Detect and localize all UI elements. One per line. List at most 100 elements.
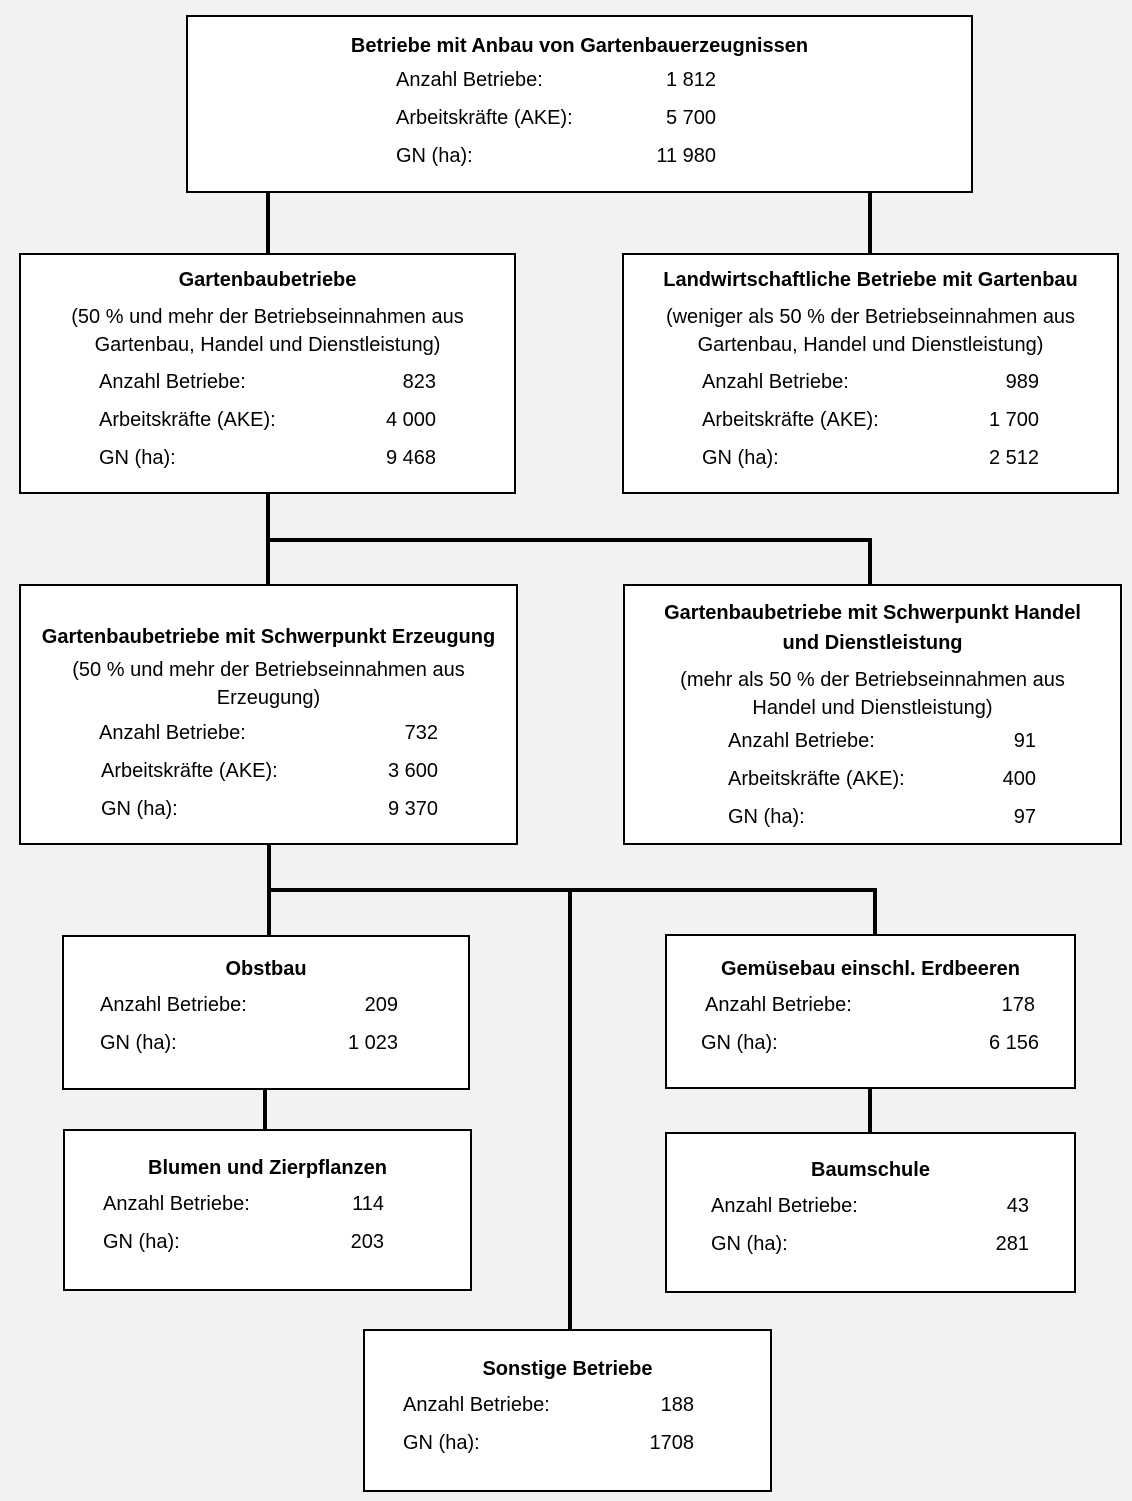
- box-description: (50 % und mehr der Betriebseinnahmen aus: [71, 306, 464, 328]
- row-label: Arbeitskräfte (AKE):: [702, 409, 879, 431]
- row-label: Anzahl Betriebe:: [99, 722, 246, 744]
- row-value: 3 600: [387, 760, 438, 782]
- box-title: Obstbau: [225, 958, 307, 980]
- box-gartenbaubetriebe: Gartenbaubetriebe (50 % und mehr der Bet…: [19, 253, 516, 494]
- row-label: GN (ha):: [99, 447, 176, 469]
- row-gn-ha: GN (ha): 1 023: [64, 1024, 468, 1062]
- row-gn-ha: GN (ha): 2 512: [624, 439, 1117, 477]
- row-gn-ha: GN (ha): 1708: [365, 1424, 770, 1462]
- row-label: Anzahl Betriebe:: [705, 994, 852, 1016]
- row-label: GN (ha):: [701, 1032, 778, 1054]
- row-label: Anzahl Betriebe:: [403, 1394, 550, 1416]
- row-anzahl-betriebe: Anzahl Betriebe: 823: [21, 363, 514, 401]
- row-arbeitskraefte: Arbeitskräfte (AKE): 400: [625, 760, 1120, 798]
- box-description: (mehr als 50 % der Betriebseinnahmen aus: [680, 669, 1065, 691]
- row-value: 11 980: [656, 145, 716, 167]
- row-value: 1 700: [988, 409, 1039, 431]
- row-arbeitskraefte: Arbeitskräfte (AKE): 5 700: [188, 99, 971, 137]
- connector-line: [263, 1089, 267, 1130]
- row-label: GN (ha):: [396, 145, 473, 167]
- connector-line: [568, 888, 572, 1330]
- connector-line: [266, 192, 270, 255]
- connector-line: [868, 1087, 872, 1133]
- row-value: 114: [352, 1193, 384, 1215]
- row-label: GN (ha):: [103, 1231, 180, 1253]
- connector-line: [266, 538, 872, 542]
- row-arbeitskraefte: Arbeitskräfte (AKE): 4 000: [21, 401, 514, 439]
- row-label: Anzahl Betriebe:: [711, 1195, 858, 1217]
- box-obstbau: Obstbau Anzahl Betriebe: 209 GN (ha): 1 …: [62, 935, 470, 1090]
- row-label: GN (ha):: [100, 1032, 177, 1054]
- row-value: 989: [1005, 371, 1039, 393]
- row-arbeitskraefte: Arbeitskräfte (AKE): 3 600: [21, 752, 516, 790]
- row-gn-ha: GN (ha): 9 370: [21, 790, 516, 828]
- box-gemuesebau: Gemüsebau einschl. Erdbeeren Anzahl Betr…: [665, 934, 1076, 1089]
- box-description: (50 % und mehr der Betriebseinnahmen aus: [72, 659, 465, 681]
- row-label: GN (ha):: [702, 447, 779, 469]
- box-betriebe-gartenbauerzeugnisse: Betriebe mit Anbau von Gartenbauerzeugni…: [186, 15, 973, 193]
- row-gn-ha: GN (ha): 9 468: [21, 439, 514, 477]
- row-value: 178: [1001, 994, 1035, 1016]
- row-arbeitskraefte: Arbeitskräfte (AKE): 1 700: [624, 401, 1117, 439]
- box-description: Erzeugung): [216, 687, 321, 709]
- row-gn-ha: GN (ha): 11 980: [188, 137, 971, 175]
- box-description: Gartenbau, Handel und Dienstleistung): [94, 334, 441, 356]
- row-gn-ha: GN (ha): 203: [65, 1223, 470, 1261]
- row-gn-ha: GN (ha): 97: [625, 798, 1120, 836]
- box-title: Blumen und Zierpflanzen: [148, 1157, 387, 1179]
- row-anzahl-betriebe: Anzahl Betriebe: 1 812: [188, 61, 971, 99]
- row-label: Anzahl Betriebe:: [103, 1193, 250, 1215]
- row-label: Arbeitskräfte (AKE):: [728, 768, 905, 790]
- row-value: 2 512: [988, 447, 1039, 469]
- row-value: 9 468: [385, 447, 436, 469]
- row-value: 1708: [649, 1432, 695, 1454]
- box-title: Landwirtschaftliche Betriebe mit Gartenb…: [663, 269, 1078, 291]
- row-value: 5 700: [665, 107, 716, 129]
- row-anzahl-betriebe: Anzahl Betriebe: 732: [21, 714, 516, 752]
- box-title: Betriebe mit Anbau von Gartenbauerzeugni…: [350, 35, 809, 57]
- row-value: 1 023: [347, 1032, 398, 1054]
- row-value: 823: [402, 371, 436, 393]
- row-anzahl-betriebe: Anzahl Betriebe: 91: [625, 722, 1120, 760]
- box-title: Gartenbaubetriebe mit Schwerpunkt Handel: [664, 602, 1081, 624]
- box-baumschule: Baumschule Anzahl Betriebe: 43 GN (ha): …: [665, 1132, 1076, 1293]
- row-gn-ha: GN (ha): 6 156: [667, 1024, 1074, 1062]
- row-label: GN (ha):: [728, 806, 805, 828]
- row-value: 6 156: [988, 1032, 1039, 1054]
- row-gn-ha: GN (ha): 281: [667, 1225, 1074, 1263]
- box-description: Gartenbau, Handel und Dienstleistung): [697, 334, 1044, 356]
- row-value: 43: [1006, 1195, 1029, 1217]
- box-title: und Dienstleistung: [782, 632, 963, 654]
- row-label: GN (ha):: [101, 798, 178, 820]
- box-title: Gartenbaubetriebe: [178, 269, 357, 291]
- row-label: Arbeitskräfte (AKE):: [396, 107, 573, 129]
- row-label: Anzahl Betriebe:: [728, 730, 875, 752]
- connector-line: [267, 888, 877, 892]
- box-description: Handel und Dienstleistung): [752, 697, 993, 719]
- box-title: Sonstige Betriebe: [482, 1358, 653, 1380]
- row-value: 203: [350, 1231, 384, 1253]
- row-value: 732: [404, 722, 438, 744]
- row-label: GN (ha):: [403, 1432, 480, 1454]
- box-title: Baumschule: [811, 1159, 930, 1181]
- row-value: 97: [1013, 806, 1036, 828]
- connector-line: [868, 538, 872, 584]
- row-label: Arbeitskräfte (AKE):: [101, 760, 278, 782]
- row-value: 9 370: [387, 798, 438, 820]
- row-value: 281: [995, 1233, 1029, 1255]
- row-value: 91: [1013, 730, 1036, 752]
- row-anzahl-betriebe: Anzahl Betriebe: 188: [365, 1386, 770, 1424]
- box-landwirtschaftliche-betriebe: Landwirtschaftliche Betriebe mit Gartenb…: [622, 253, 1119, 494]
- connector-line: [873, 888, 877, 935]
- box-title: Gartenbaubetriebe mit Schwerpunkt Erzeug…: [41, 626, 496, 648]
- row-anzahl-betriebe: Anzahl Betriebe: 209: [64, 986, 468, 1024]
- row-anzahl-betriebe: Anzahl Betriebe: 178: [667, 986, 1074, 1024]
- connector-line: [868, 192, 872, 255]
- box-description: (weniger als 50 % der Betriebseinnahmen …: [665, 306, 1076, 328]
- row-label: Anzahl Betriebe:: [100, 994, 247, 1016]
- row-value: 188: [660, 1394, 694, 1416]
- row-value: 4 000: [385, 409, 436, 431]
- box-sonstige-betriebe: Sonstige Betriebe Anzahl Betriebe: 188 G…: [363, 1329, 772, 1492]
- box-schwerpunkt-handel: Gartenbaubetriebe mit Schwerpunkt Handel…: [623, 584, 1122, 845]
